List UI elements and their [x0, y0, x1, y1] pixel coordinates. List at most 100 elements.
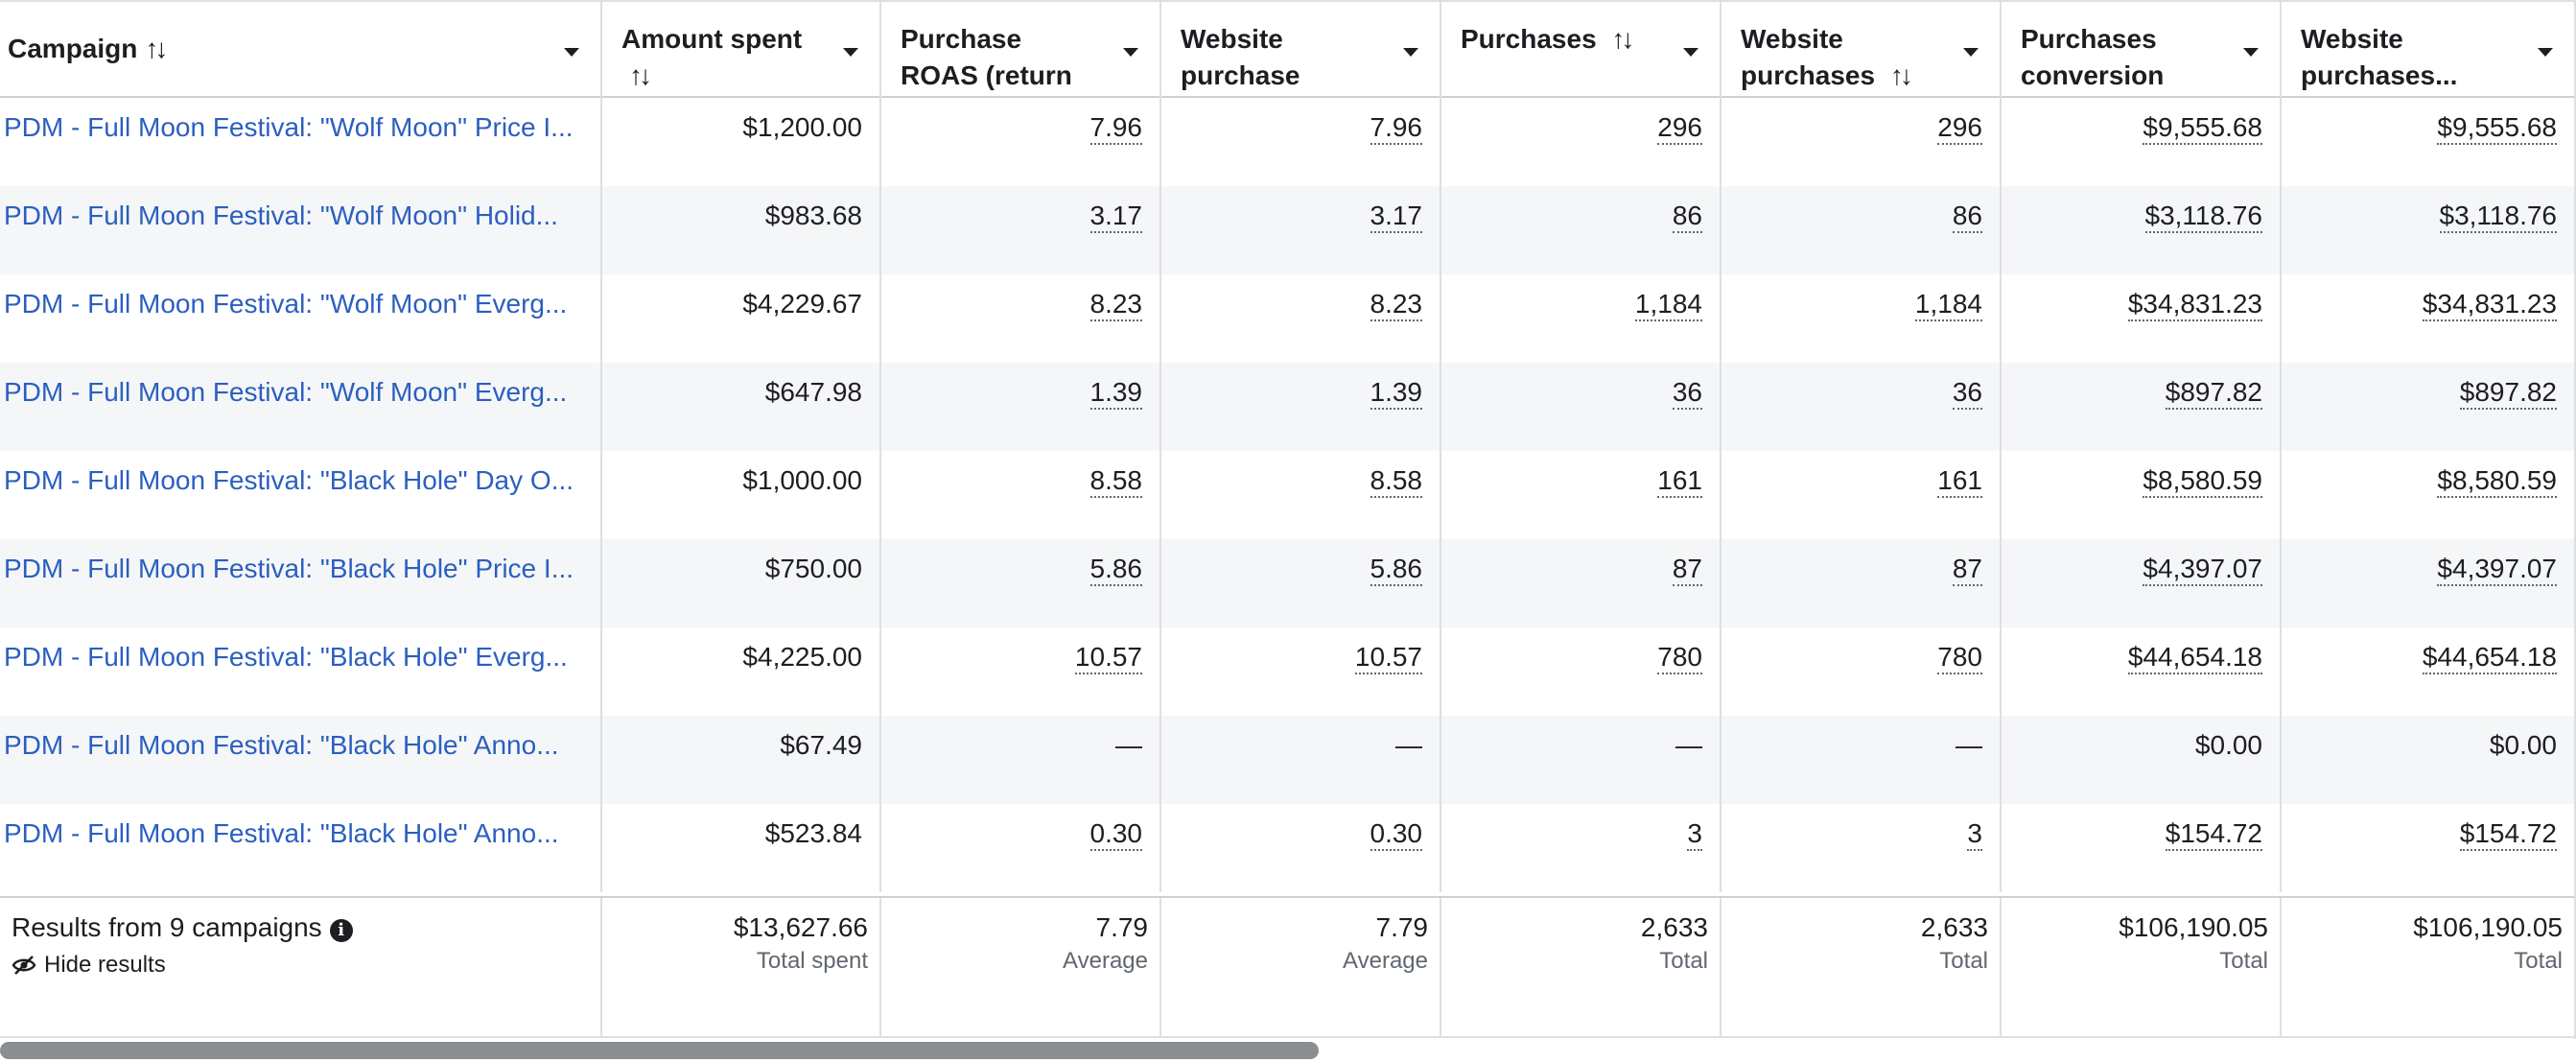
cell-value[interactable]: 161: [1937, 465, 1982, 498]
cell-value[interactable]: 3.17: [1089, 201, 1142, 233]
cell-amount-spent: $647.98: [602, 363, 881, 451]
chevron-down-icon[interactable]: [1123, 48, 1138, 57]
total-label: Total spent: [756, 948, 868, 974]
cell-value[interactable]: $44,654.18: [2422, 642, 2557, 674]
column-header-label: Purchases conversion val...: [2021, 24, 2165, 90]
table-row[interactable]: PDM - Full Moon Festival: "Black Hole" E…: [0, 627, 2576, 716]
campaign-name-link[interactable]: PDM - Full Moon Festival: "Wolf Moon" Ev…: [4, 289, 568, 319]
campaign-name-link[interactable]: PDM - Full Moon Festival: "Black Hole" A…: [4, 818, 559, 848]
column-header-website-purchase-roas[interactable]: Website purchase ROA...: [1161, 2, 1441, 98]
chevron-down-icon[interactable]: [1683, 48, 1698, 57]
cell-value: $0.00: [2194, 730, 2262, 760]
sort-arrows-icon[interactable]: ↑↓: [1889, 60, 1913, 90]
cell-value[interactable]: 5.86: [1089, 554, 1142, 586]
campaign-name-link[interactable]: PDM - Full Moon Festival: "Wolf Moon" Ho…: [4, 201, 558, 230]
cell-value[interactable]: 8.58: [1089, 465, 1142, 498]
cell-value[interactable]: 8.23: [1089, 289, 1142, 321]
cell-value[interactable]: 7.96: [1370, 112, 1422, 145]
cell-purchases: 87: [1441, 539, 1721, 627]
cell-purchases-conversion-value: $9,555.68: [2002, 98, 2282, 186]
table-row[interactable]: PDM - Full Moon Festival: "Wolf Moon" Ev…: [0, 274, 2576, 363]
total-amount-spent: $13,627.66 Total spent: [602, 898, 881, 1038]
cell-value[interactable]: 1.39: [1370, 377, 1422, 410]
table-row[interactable]: PDM - Full Moon Festival: "Wolf Moon" Pr…: [0, 98, 2576, 186]
column-header-website-purchases[interactable]: Website purchases ↑↓: [1721, 2, 2002, 98]
table-row[interactable]: PDM - Full Moon Festival: "Black Hole" A…: [0, 804, 2576, 892]
table-row[interactable]: PDM - Full Moon Festival: "Wolf Moon" Ho…: [0, 186, 2576, 274]
cell-value[interactable]: 3.17: [1370, 201, 1422, 233]
cell-value[interactable]: 87: [1952, 554, 1982, 586]
cell-value[interactable]: 1,184: [1914, 289, 1982, 321]
cell-value[interactable]: 10.57: [1354, 642, 1422, 674]
cell-value[interactable]: 780: [1657, 642, 1702, 674]
horizontal-scrollbar-thumb[interactable]: [0, 1042, 1319, 1059]
campaign-name-link[interactable]: PDM - Full Moon Festival: "Black Hole" D…: [4, 465, 574, 495]
chevron-down-icon[interactable]: [564, 48, 579, 57]
sort-arrows-icon[interactable]: ↑↓: [629, 60, 652, 90]
cell-value[interactable]: 86: [1952, 201, 1982, 233]
cell-value[interactable]: 8.23: [1370, 289, 1422, 321]
cell-value[interactable]: $44,654.18: [2127, 642, 2262, 674]
sort-arrows-icon[interactable]: ↑↓: [145, 34, 168, 63]
cell-value[interactable]: $4,397.07: [2143, 554, 2262, 586]
column-header-amount-spent[interactable]: Amount spent ↑↓: [602, 2, 881, 98]
cell-value[interactable]: $897.82: [2459, 377, 2557, 410]
cell-value[interactable]: $8,580.59: [2143, 465, 2262, 498]
column-header-website-purchases-conversion-value[interactable]: Website purchases...: [2282, 2, 2576, 98]
cell-value[interactable]: $34,831.23: [2127, 289, 2262, 321]
cell-campaign: PDM - Full Moon Festival: "Black Hole" A…: [0, 716, 602, 804]
column-header-purchases[interactable]: Purchases ↑↓: [1441, 2, 1721, 98]
cell-value[interactable]: 87: [1672, 554, 1702, 586]
campaign-name-link[interactable]: PDM - Full Moon Festival: "Wolf Moon" Ev…: [4, 377, 568, 407]
cell-website-purchase-roas: 0.30: [1161, 804, 1441, 892]
info-icon[interactable]: i: [329, 919, 353, 942]
cell-value[interactable]: 161: [1657, 465, 1702, 498]
cell-value[interactable]: $3,118.76: [2144, 201, 2262, 233]
cell-value[interactable]: 296: [1937, 112, 1982, 145]
cell-value[interactable]: 36: [1672, 377, 1702, 410]
cell-value[interactable]: 86: [1672, 201, 1702, 233]
campaign-name-link[interactable]: PDM - Full Moon Festival: "Black Hole" E…: [4, 642, 568, 672]
table-row[interactable]: PDM - Full Moon Festival: "Black Hole" D…: [0, 451, 2576, 539]
cell-value[interactable]: $9,555.68: [2143, 112, 2262, 145]
chevron-down-icon[interactable]: [843, 48, 858, 57]
cell-value[interactable]: $154.72: [2165, 818, 2262, 851]
cell-value[interactable]: $154.72: [2459, 818, 2557, 851]
cell-value[interactable]: 10.57: [1074, 642, 1142, 674]
cell-value[interactable]: $4,397.07: [2437, 554, 2557, 586]
cell-value[interactable]: 296: [1657, 112, 1702, 145]
chevron-down-icon[interactable]: [1963, 48, 1979, 57]
cell-value[interactable]: 3: [1687, 818, 1702, 851]
cell-value[interactable]: $34,831.23: [2422, 289, 2557, 321]
cell-value[interactable]: 780: [1937, 642, 1982, 674]
cell-value[interactable]: 1.39: [1089, 377, 1142, 410]
sort-arrows-icon[interactable]: ↑↓: [1611, 24, 1634, 54]
cell-value[interactable]: $3,118.76: [2439, 201, 2557, 233]
cell-value[interactable]: 36: [1952, 377, 1982, 410]
campaign-name-link[interactable]: PDM - Full Moon Festival: "Black Hole" A…: [4, 730, 559, 760]
column-header-campaign[interactable]: Campaign ↑↓: [0, 2, 602, 98]
campaign-name-link[interactable]: PDM - Full Moon Festival: "Wolf Moon" Pr…: [4, 112, 574, 142]
cell-value[interactable]: 5.86: [1370, 554, 1422, 586]
chevron-down-icon[interactable]: [2538, 48, 2553, 57]
cell-value[interactable]: 7.96: [1089, 112, 1142, 145]
cell-value[interactable]: 8.58: [1370, 465, 1422, 498]
table-row[interactable]: PDM - Full Moon Festival: "Wolf Moon" Ev…: [0, 363, 2576, 451]
cell-value[interactable]: 0.30: [1370, 818, 1422, 851]
chevron-down-icon[interactable]: [1403, 48, 1418, 57]
cell-value[interactable]: 0.30: [1089, 818, 1142, 851]
hide-results-button[interactable]: Hide results: [12, 950, 600, 980]
cell-value[interactable]: $897.82: [2165, 377, 2262, 410]
chevron-down-icon[interactable]: [2243, 48, 2259, 57]
cell-value[interactable]: $8,580.59: [2437, 465, 2557, 498]
campaign-name-link[interactable]: PDM - Full Moon Festival: "Black Hole" P…: [4, 554, 574, 583]
cell-value[interactable]: 1,184: [1634, 289, 1702, 321]
table-row[interactable]: PDM - Full Moon Festival: "Black Hole" A…: [0, 716, 2576, 804]
cell-website-purchases: 36: [1721, 363, 2002, 451]
cell-purchase-roas: 8.58: [881, 451, 1161, 539]
column-header-purchase-roas[interactable]: Purchase ROAS (return on ad...: [881, 2, 1161, 98]
column-header-purchases-conversion-value[interactable]: Purchases conversion val...: [2002, 2, 2282, 98]
cell-value[interactable]: $9,555.68: [2437, 112, 2557, 145]
cell-value[interactable]: 3: [1967, 818, 1982, 851]
table-row[interactable]: PDM - Full Moon Festival: "Black Hole" P…: [0, 539, 2576, 627]
